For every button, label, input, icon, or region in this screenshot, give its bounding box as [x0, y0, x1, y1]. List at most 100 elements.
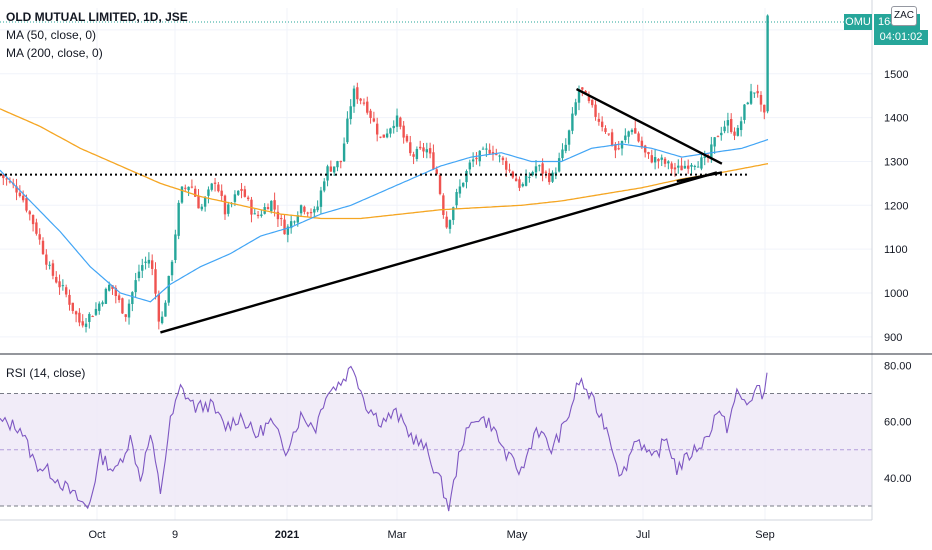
- candle-body: [471, 159, 475, 162]
- candle-body: [412, 154, 415, 157]
- candle-body: [369, 110, 372, 118]
- candle-body: [389, 128, 392, 134]
- rsi-tick-label: 80.00: [884, 360, 912, 372]
- candle-body: [435, 169, 438, 174]
- time-tick-label: Sep: [755, 529, 775, 541]
- candle-body: [508, 169, 511, 171]
- candle-body: [604, 128, 607, 132]
- candle-body: [657, 158, 660, 162]
- candle-body: [240, 188, 243, 191]
- candle-body: [306, 212, 309, 214]
- candle-body: [356, 87, 359, 100]
- rsi-legend: RSI (14, close): [6, 366, 86, 380]
- candle-body: [524, 175, 528, 186]
- candle-body: [154, 269, 157, 294]
- candle-body: [174, 234, 177, 260]
- candle-body: [591, 99, 594, 106]
- candle-body: [703, 156, 706, 158]
- candles: [0, 14, 769, 333]
- ma50-legend: MA (50, close, 0): [6, 28, 97, 42]
- candle-body: [286, 226, 290, 235]
- candle-body: [415, 148, 419, 159]
- falling-trendline: [575, 88, 723, 165]
- candle-body: [190, 186, 194, 188]
- candle-body: [663, 158, 667, 164]
- candle-body: [58, 281, 61, 288]
- candle-body: [55, 276, 58, 283]
- candle-body: [94, 308, 98, 315]
- candle-body: [743, 104, 746, 120]
- candle-body: [673, 167, 677, 170]
- ma200-line: [0, 108, 769, 220]
- candle-body: [534, 166, 538, 173]
- candle-body: [35, 222, 38, 234]
- candle-body: [362, 102, 366, 104]
- candle-body: [309, 212, 313, 214]
- candle-body: [8, 181, 12, 183]
- candle-body: [177, 202, 180, 236]
- candle-body: [637, 133, 640, 142]
- candle-body: [342, 143, 346, 162]
- ma50-line: [0, 138, 769, 303]
- bar-countdown-tag: 04:01:02: [874, 30, 928, 45]
- candle-body: [716, 136, 720, 138]
- candle-body: [372, 118, 376, 122]
- candle-body: [746, 102, 749, 105]
- candle-body: [597, 118, 601, 122]
- candle-body: [45, 254, 48, 265]
- candle-body: [283, 219, 286, 235]
- candle-body: [766, 15, 769, 112]
- currency-label[interactable]: ZAC: [891, 6, 917, 26]
- candle-body: [194, 188, 197, 197]
- candle-body: [607, 133, 610, 135]
- candle-body: [733, 131, 736, 136]
- candle-body: [84, 323, 88, 327]
- candle-body: [117, 295, 121, 300]
- candle-body: [581, 87, 584, 90]
- candle-body: [455, 192, 458, 206]
- candle-body: [184, 187, 187, 189]
- candle-body: [289, 221, 293, 229]
- candle-body: [28, 211, 31, 215]
- price-tick-label: 900: [884, 332, 902, 344]
- symbol-title: OLD MUTUAL LIMITED, 1D, JSE: [6, 10, 188, 24]
- candle-body: [144, 261, 147, 263]
- candle-body: [713, 137, 716, 147]
- candle-body: [468, 162, 472, 170]
- candle-body: [677, 165, 680, 168]
- time-tick-label: May: [507, 529, 528, 541]
- candle-body: [627, 131, 630, 137]
- candle-body: [313, 209, 316, 213]
- rising-trendline: [160, 171, 718, 334]
- candle-body: [246, 197, 250, 200]
- candle-body: [720, 132, 723, 136]
- candle-body: [432, 152, 435, 170]
- candle-body: [485, 148, 488, 150]
- candle-body: [41, 240, 45, 255]
- candle-body: [587, 95, 591, 102]
- candle-body: [200, 206, 204, 210]
- candle-body: [442, 195, 445, 215]
- candle-body: [160, 316, 164, 324]
- candle-body: [31, 214, 35, 225]
- candle-body: [763, 104, 766, 113]
- candle-body: [48, 264, 51, 266]
- candle-body: [359, 98, 362, 101]
- candle-body: [634, 128, 637, 134]
- candle-body: [594, 104, 597, 117]
- candle-body: [650, 155, 653, 163]
- candle-body: [425, 149, 429, 153]
- candle-body: [614, 144, 617, 151]
- candle-body: [217, 184, 220, 192]
- candle-body: [475, 157, 478, 160]
- candle-body: [438, 175, 442, 194]
- candle-body: [753, 92, 756, 94]
- ticker-tag: OMU: [844, 14, 872, 30]
- candle-body: [670, 163, 673, 169]
- candle-body: [756, 91, 759, 94]
- candle-body: [352, 88, 356, 107]
- candle-body: [548, 172, 551, 183]
- triangle-base-line: [676, 171, 723, 183]
